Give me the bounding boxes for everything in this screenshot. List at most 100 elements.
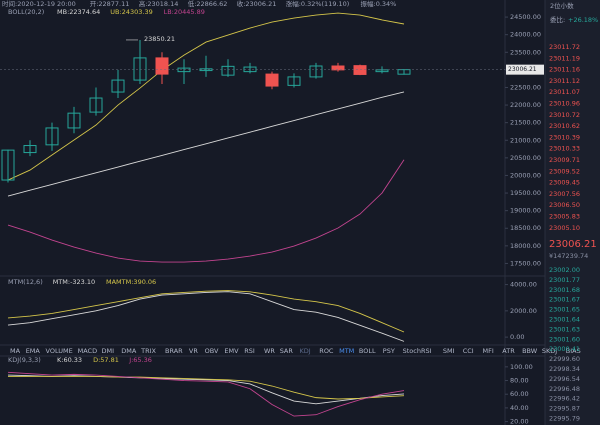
indicator-tab[interactable]: ROC [319, 347, 334, 355]
indicator-tab[interactable]: MFI [483, 347, 494, 355]
y-tick-label: 0.00 [510, 333, 524, 341]
ask-price[interactable]: 23010.33 [549, 145, 580, 153]
bid-price[interactable]: 22996.48 [549, 385, 580, 393]
indicator-tab[interactable]: KDJ [300, 347, 311, 355]
y-tick-label: 18500.00 [510, 224, 541, 232]
candle-body [309, 65, 323, 78]
ask-price[interactable]: 23009.71 [549, 156, 580, 164]
candle-body [23, 145, 37, 154]
last-price-tag [506, 64, 544, 75]
y-tick-label: 18000.00 [510, 242, 541, 250]
indicator-tab[interactable]: WR [264, 347, 275, 355]
y-tick-label: 4000.00 [510, 281, 537, 289]
indicator-tab[interactable]: BBW [522, 347, 538, 355]
candle-body [133, 57, 147, 81]
last-price-cny: ¥147239.74 [549, 252, 588, 260]
candle-body [1, 149, 15, 181]
ohlc-text: 振幅:0.34% [361, 0, 397, 8]
ask-price[interactable]: 23010.62 [549, 122, 580, 130]
indicator-tab[interactable]: EMV [224, 347, 239, 355]
bid-price[interactable]: 22995.87 [549, 405, 580, 413]
candle-body [331, 65, 345, 71]
precision-select[interactable]: 2位小数 [550, 1, 574, 10]
indicator-tab[interactable]: MTM [339, 347, 354, 355]
indicator-tab[interactable]: OBV [205, 347, 219, 355]
indicator-tab[interactable]: BOLL [359, 347, 376, 355]
y-tick-label: 20.00 [510, 418, 529, 425]
bid-price[interactable]: 23001.68 [549, 286, 580, 294]
indicator-tab[interactable]: TRIX [140, 347, 156, 355]
indicator-tab[interactable]: MACD [78, 347, 97, 355]
mtm-legend: MTM(12,6) [8, 278, 43, 286]
candle-body [287, 76, 301, 86]
indicator-line [8, 375, 405, 400]
bid-price[interactable]: 22996.42 [549, 395, 580, 403]
boll-legend: MB:22374.64 [57, 8, 100, 16]
y-tick-label: 80.00 [510, 377, 529, 385]
bid-price[interactable]: 23001.64 [549, 316, 580, 324]
ask-price[interactable]: 23011.19 [549, 54, 580, 62]
indicator-tab[interactable]: BIAS [566, 347, 581, 355]
ohlc-text: 涨幅:0.32%(119.10) [286, 0, 350, 8]
bid-price[interactable]: 23001.60 [549, 335, 580, 343]
candle-body [111, 79, 125, 93]
ask-price[interactable]: 23005.10 [549, 224, 580, 232]
y-tick-label: 21500.00 [510, 119, 541, 127]
indicator-tab[interactable]: DMA [121, 347, 137, 355]
bid-price[interactable]: 22995.79 [549, 415, 580, 423]
ask-price[interactable]: 23011.07 [549, 88, 580, 96]
boll-legend: BOLL(20,2) [8, 8, 44, 16]
bid-price[interactable]: 23000.41 [549, 345, 580, 353]
ask-price[interactable]: 23009.45 [549, 179, 580, 187]
bid-price[interactable]: 22998.34 [549, 365, 580, 373]
ask-price[interactable]: 23009.52 [549, 167, 580, 175]
indicator-tab[interactable]: MA [10, 347, 21, 355]
indicator-tab[interactable]: SAR [280, 347, 294, 355]
indicator-tab[interactable]: BRAR [165, 347, 183, 355]
indicator-tab[interactable]: EMA [26, 347, 41, 355]
ask-price[interactable]: 23010.96 [549, 100, 580, 108]
bid-price[interactable]: 22999.60 [549, 355, 580, 363]
mtm-legend: MAMTM:390.06 [106, 278, 156, 286]
ask-price[interactable]: 23005.83 [549, 213, 580, 221]
y-tick-label: 23500.00 [510, 48, 541, 56]
indicator-tab[interactable]: RSI [244, 347, 255, 355]
ohlc-text: 低:22866.62 [188, 0, 228, 8]
indicator-tab[interactable]: VOLUME [46, 347, 73, 355]
indicator-tab[interactable]: CCI [463, 347, 474, 355]
y-tick-label: 22000.00 [510, 101, 541, 109]
ask-price[interactable]: 23010.39 [549, 133, 580, 141]
bid-price[interactable]: 23001.67 [549, 296, 580, 304]
candle-body [221, 65, 235, 76]
candle-body [353, 65, 367, 75]
kdj-legend: KDJ(9,3,3) [8, 356, 41, 364]
y-tick-label: 24000.00 [510, 31, 541, 39]
bid-price[interactable]: 22996.54 [549, 375, 580, 383]
indicator-tab[interactable]: SMI [443, 347, 455, 355]
bid-price[interactable]: 23001.77 [549, 276, 580, 284]
indicator-tab[interactable]: DMI [102, 347, 115, 355]
bid-price[interactable]: 23001.63 [549, 325, 580, 333]
ask-price[interactable]: 23010.72 [549, 111, 580, 119]
candle-body [155, 57, 169, 75]
indicator-tab[interactable]: PSY [383, 347, 395, 355]
ask-price[interactable]: 23011.16 [549, 66, 580, 74]
bid-price[interactable]: 23001.65 [549, 306, 580, 314]
indicator-tab[interactable]: StochRSI [403, 347, 432, 355]
y-tick-label: 40.00 [510, 404, 529, 412]
ask-price[interactable]: 23007.56 [549, 190, 580, 198]
last-price: 23006.21 [549, 239, 597, 250]
indicator-tab[interactable]: ATR [502, 347, 515, 355]
ask-price[interactable]: 23006.50 [549, 201, 580, 209]
ask-price[interactable]: 23011.12 [549, 77, 580, 85]
high-annotation: 23850.21 [144, 35, 175, 43]
indicator-tab[interactable]: SKDJ [542, 347, 557, 355]
ask-price[interactable]: 23011.72 [549, 43, 580, 51]
indicator-tab[interactable]: VR [189, 347, 198, 355]
y-tick-label: 60.00 [510, 390, 529, 398]
y-tick-label: 17500.00 [510, 259, 541, 267]
indicator-line [7, 374, 405, 405]
ohlc-text: 收:23006.21 [237, 0, 277, 8]
bid-price[interactable]: 23002.00 [549, 266, 580, 274]
